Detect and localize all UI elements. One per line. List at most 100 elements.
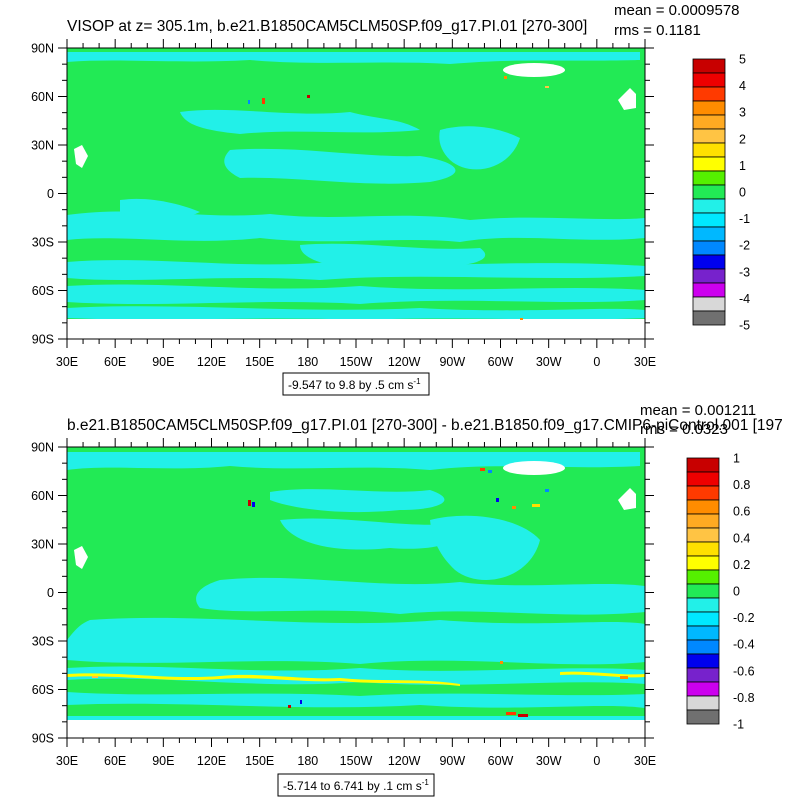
panel-2-hotspots xyxy=(92,468,628,717)
panel-1-hotspots xyxy=(248,76,549,320)
x-tick-label: 60W xyxy=(488,355,514,369)
colorbar-label: -1 xyxy=(733,718,744,732)
colorbar-box xyxy=(686,611,720,627)
colorbar-box xyxy=(692,282,726,298)
x-tick-label: 90W xyxy=(439,754,465,768)
x-tick-label: 30W xyxy=(536,355,562,369)
colorbar-label: -0.4 xyxy=(733,638,755,652)
panel-1-colorbar xyxy=(692,58,726,326)
y-tick-label: 90N xyxy=(31,441,54,455)
panel-2-southern-ocean-bands xyxy=(67,678,645,716)
panel-1-colorbar-labels: 5 4 3 2 1 0 -1 -2 -3 -4 -5 xyxy=(739,53,750,333)
colorbar-box xyxy=(692,240,726,256)
x-tick-label: 150E xyxy=(245,355,274,369)
panel-1-band-north-pacific xyxy=(180,109,420,134)
panel-2-band-atlantic xyxy=(430,515,540,580)
panel-2-hotspot xyxy=(288,705,291,708)
panel-2-hotspot xyxy=(480,468,485,471)
panel-2-hotspot xyxy=(300,700,302,704)
panel-1-band-tropics xyxy=(224,148,456,184)
x-tick-label: 90W xyxy=(439,355,465,369)
panel-1-band-indian xyxy=(120,198,200,219)
colorbar-label: -0.8 xyxy=(733,691,755,705)
colorbar-box xyxy=(686,597,720,613)
colorbar-box xyxy=(686,639,720,655)
panel-1-hotspot xyxy=(248,100,250,104)
colorbar-box xyxy=(686,709,720,725)
panel-2-band-pacific xyxy=(280,518,457,550)
panel-2-caspian xyxy=(74,546,88,569)
colorbar-label: 1 xyxy=(739,159,746,173)
panel-2-title: b.e21.B1850CAM5CLM50SP.f09_g17.PI.01 [27… xyxy=(67,417,783,434)
panel-2-hotspot xyxy=(620,676,628,679)
x-tick-label: 60E xyxy=(104,754,126,768)
colorbar-box xyxy=(686,667,720,683)
colorbar-box xyxy=(686,457,720,473)
x-tick-label: 30E xyxy=(56,355,78,369)
colorbar-label: 1 xyxy=(733,452,740,466)
colorbar-box xyxy=(686,485,720,501)
y-tick-label: 60S xyxy=(32,284,54,298)
panel-1-band-atlantic xyxy=(439,126,520,170)
panel-1-missing-data xyxy=(67,63,645,339)
colorbar-box xyxy=(692,72,726,88)
y-tick-label: 30N xyxy=(31,538,54,552)
y-tick-label: 30N xyxy=(31,139,54,153)
colorbar-box xyxy=(686,499,720,515)
colorbar-label: 5 xyxy=(739,53,746,67)
colorbar-box xyxy=(686,653,720,669)
x-tick-label: 0 xyxy=(593,355,600,369)
colorbar-label: -3 xyxy=(739,265,750,279)
panel-1-tick-labels: 30E 60E 90E 120E 150E 180 150W 120W 90W 60W 30W 0 30… xyxy=(31,42,656,370)
x-tick-label: 120W xyxy=(388,355,421,369)
colorbar-label: 2 xyxy=(739,132,746,146)
colorbar-label: -0.6 xyxy=(733,664,755,678)
y-tick-label: 30S xyxy=(32,236,54,250)
y-tick-label: 60N xyxy=(31,90,54,104)
panel-2-range-label: -5.714 to 6.741 by .1 cm s-1 xyxy=(283,778,429,793)
panel-1-hotspot xyxy=(520,318,523,320)
x-tick-label: 60W xyxy=(488,754,514,768)
panel-2-hotspot xyxy=(92,676,98,678)
panel-2-hotspot xyxy=(252,502,255,507)
x-tick-label: 30E xyxy=(634,355,656,369)
panel-2-great-lakes xyxy=(618,488,636,510)
panel-2-below-grid xyxy=(67,720,645,738)
x-tick-label: 60E xyxy=(104,355,126,369)
colorbar-box xyxy=(686,527,720,543)
panel-2-acc-signal xyxy=(67,671,645,686)
colorbar-box xyxy=(692,58,726,74)
y-tick-label: 0 xyxy=(47,187,54,201)
colorbar-label: -4 xyxy=(739,292,750,306)
panel-2-band-tropics xyxy=(196,577,645,615)
panel-1-caspian xyxy=(74,145,88,168)
y-tick-label: 30S xyxy=(32,635,54,649)
panel-2: b.e21.B1850CAM5CLM50SP.f09_g17.PI.01 [27… xyxy=(31,402,783,797)
y-tick-label: 60N xyxy=(31,489,54,503)
colorbar-box xyxy=(692,310,726,326)
panel-2-hotspot xyxy=(488,470,492,473)
x-tick-label: 30E xyxy=(56,754,78,768)
panel-1-band-southern-2 xyxy=(67,284,645,304)
panel-2-band-acc-2 xyxy=(67,703,645,716)
colorbar-box xyxy=(686,625,720,641)
colorbar-box xyxy=(692,142,726,158)
panel-1-hotspot xyxy=(262,98,265,104)
x-tick-label: 30E xyxy=(634,754,656,768)
colorbar-label: 3 xyxy=(739,106,746,120)
colorbar-label: 0.4 xyxy=(733,531,750,545)
colorbar-box xyxy=(686,555,720,571)
panel-1-hotspot xyxy=(545,86,549,88)
colorbar-box xyxy=(692,100,726,116)
panel-2-map xyxy=(67,447,645,738)
panel-2-hotspot xyxy=(532,504,540,507)
colorbar-box xyxy=(692,296,726,312)
colorbar-box xyxy=(692,226,726,242)
colorbar-label: -1 xyxy=(739,212,750,226)
y-tick-label: 90N xyxy=(31,42,54,56)
panel-2-acc-yellow xyxy=(67,673,460,686)
colorbar-box xyxy=(692,128,726,144)
panel-1-map xyxy=(67,48,645,339)
panel-2-rms: rms = 0.0323 xyxy=(640,421,728,438)
colorbar-box xyxy=(686,695,720,711)
